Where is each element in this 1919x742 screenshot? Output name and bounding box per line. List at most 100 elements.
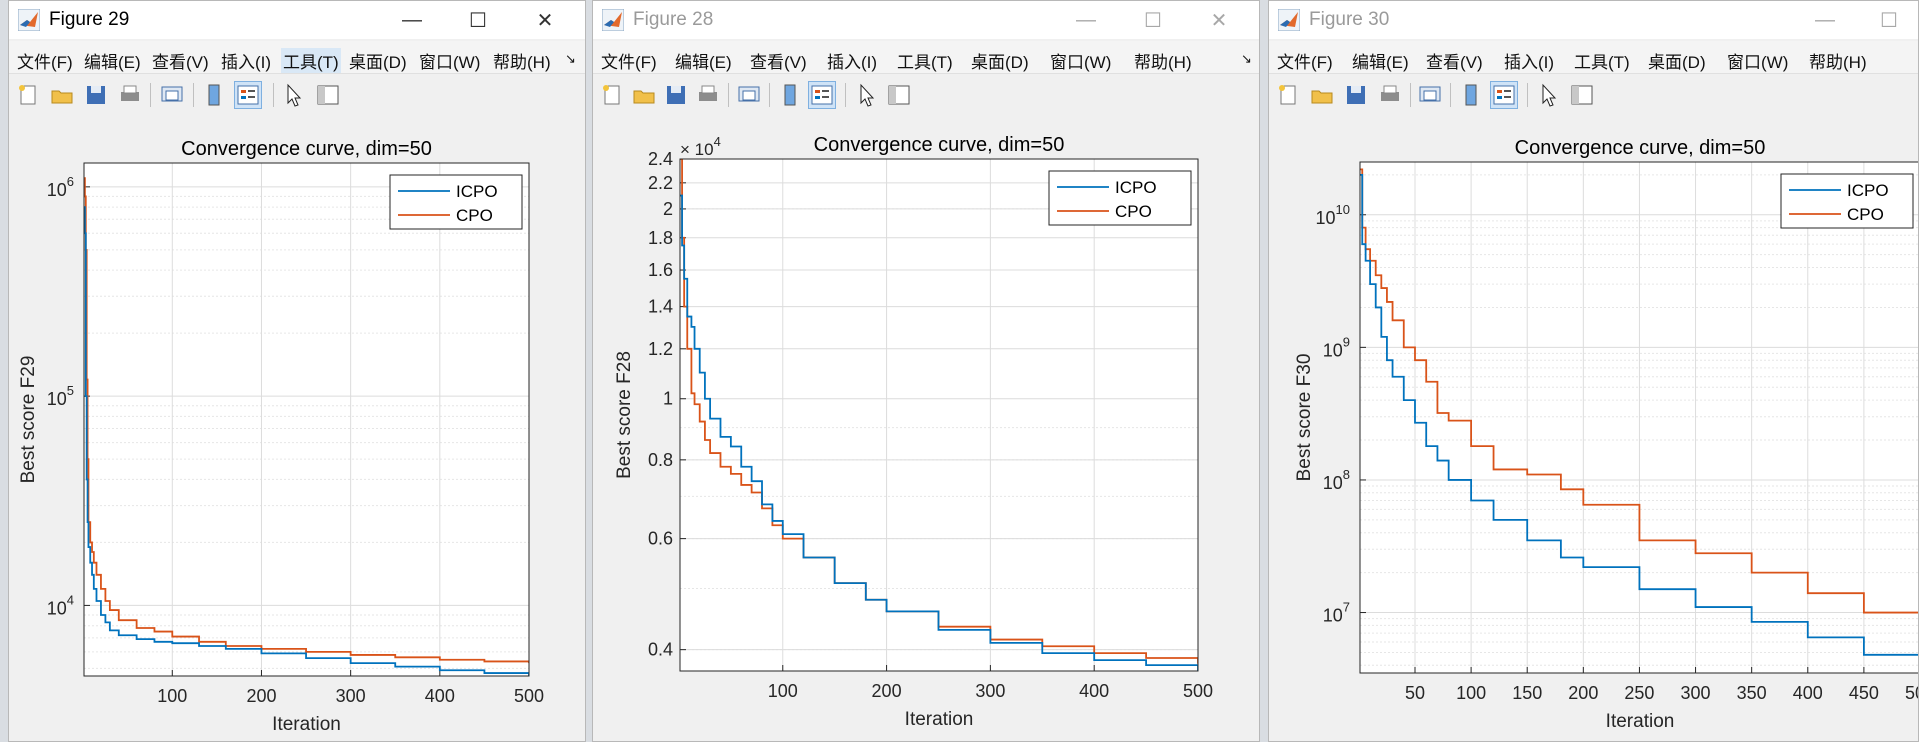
menu-help[interactable]: 帮助(H) <box>1809 53 1867 72</box>
menu-help[interactable]: 帮助(H) <box>493 53 551 72</box>
x-tick-label: 500 <box>1905 683 1919 703</box>
chart-title: Convergence curve, dim=50 <box>814 134 1065 156</box>
legend-label: CPO <box>456 206 493 225</box>
figure-canvas: 5010015020025030035040045050010101091081… <box>1269 116 1918 741</box>
colorbar-icon[interactable] <box>1458 82 1484 108</box>
property-inspector-icon[interactable] <box>886 82 912 108</box>
y-tick-label: 1.4 <box>648 297 673 317</box>
y-tick-base: 10 <box>47 389 67 409</box>
minimize-icon: — <box>402 8 422 31</box>
new-figure-icon[interactable] <box>15 82 41 108</box>
menu-file[interactable]: 文件(F) <box>1277 53 1333 72</box>
toolbar-separator <box>193 83 194 107</box>
menu-view[interactable]: 查看(V) <box>750 53 807 72</box>
maximize-button[interactable]: ☐ <box>1869 5 1909 35</box>
property-inspector-icon[interactable] <box>315 82 341 108</box>
convergence-chart[interactable]: 5010015020025030035040045050010101091081… <box>1269 116 1919 742</box>
menu-insert[interactable]: 插入(I) <box>1504 53 1555 72</box>
pointer-icon[interactable] <box>854 82 880 108</box>
title-bar[interactable]: Figure 30 — ☐ <box>1269 1 1918 39</box>
figure-29-window[interactable]: Figure 29 — ☐ ✕ 文件(F) 编辑(E) 查看(V) 插入(I) … <box>8 0 586 742</box>
new-figure-icon[interactable] <box>1275 82 1301 108</box>
menu-edit[interactable]: 编辑(E) <box>84 53 141 72</box>
menu-desktop[interactable]: 桌面(D) <box>349 53 407 72</box>
print-icon[interactable] <box>1377 82 1403 108</box>
pointer-icon[interactable] <box>281 82 307 108</box>
menu-desktop[interactable]: 桌面(D) <box>971 53 1029 72</box>
minimize-button[interactable]: — <box>392 5 432 35</box>
menu-insert[interactable]: 插入(I) <box>827 53 878 72</box>
y-tick-label: 0.6 <box>648 529 673 549</box>
menu-tools[interactable]: 工具(T) <box>281 48 341 73</box>
undock-arrow-icon[interactable]: ↘ <box>565 51 576 66</box>
colorbar-icon[interactable] <box>201 82 227 108</box>
x-tick-label: 400 <box>425 686 455 706</box>
menu-window[interactable]: 窗口(W) <box>1727 53 1789 72</box>
close-button[interactable]: ✕ <box>525 5 565 35</box>
figure-canvas: 100 200 300 400 500 2.4 2.2 2 1.8 1.6 1.4 1.2 1 0.8 0.… <box>593 116 1259 741</box>
y-tick-label: 1010 <box>1316 202 1351 228</box>
link-plot-icon[interactable] <box>1417 82 1443 108</box>
convergence-chart[interactable]: 100 200 300 400 500 2.4 2.2 2 1.8 1.6 1.4 1.2 1 0.8 0.… <box>593 116 1260 742</box>
x-tick-label: 300 <box>1681 683 1711 703</box>
menu-edit[interactable]: 编辑(E) <box>675 53 732 72</box>
open-file-icon[interactable] <box>1309 82 1335 108</box>
close-button[interactable]: ✕ <box>1199 5 1239 35</box>
x-tick-label: 400 <box>1079 681 1109 701</box>
menu-file[interactable]: 文件(F) <box>601 53 657 72</box>
link-plot-icon[interactable] <box>736 82 762 108</box>
legend-box <box>1048 170 1192 226</box>
x-tick-label: 450 <box>1849 683 1879 703</box>
property-inspector-icon[interactable] <box>1569 82 1595 108</box>
y-tick-label: 2.2 <box>648 173 673 193</box>
legend-icon[interactable] <box>1490 81 1518 109</box>
menu-window[interactable]: 窗口(W) <box>1050 53 1112 72</box>
maximize-button[interactable]: ☐ <box>458 5 498 35</box>
menu-edit[interactable]: 编辑(E) <box>1352 53 1409 72</box>
menu-view[interactable]: 查看(V) <box>1426 53 1483 72</box>
y-tick-exponent: 4 <box>67 592 74 607</box>
window-title: Figure 29 <box>49 9 130 30</box>
save-icon[interactable] <box>83 82 109 108</box>
minimize-button[interactable]: — <box>1805 5 1845 35</box>
menu-insert[interactable]: 插入(I) <box>221 53 272 72</box>
minimize-button[interactable]: — <box>1066 5 1106 35</box>
link-plot-icon[interactable] <box>159 82 185 108</box>
open-file-icon[interactable] <box>49 82 75 108</box>
series-line-icpo <box>1360 173 1918 656</box>
legend-icon[interactable] <box>234 81 262 109</box>
save-icon[interactable] <box>663 82 689 108</box>
menu-help[interactable]: 帮助(H) <box>1134 53 1192 72</box>
figure-28-window[interactable]: Figure 28 — ☐ ✕ 文件(F) 编辑(E) 查看(V) 插入(I) … <box>592 0 1260 742</box>
colorbar-icon[interactable] <box>777 82 803 108</box>
save-icon[interactable] <box>1343 82 1369 108</box>
window-title: Figure 30 <box>1309 9 1390 30</box>
print-icon[interactable] <box>117 82 143 108</box>
legend-label: CPO <box>1115 202 1152 221</box>
legend-icon[interactable] <box>808 81 836 109</box>
menu-view[interactable]: 查看(V) <box>152 53 209 72</box>
menu-bar: 文件(F) 编辑(E) 查看(V) 插入(I) 工具(T) 桌面(D) 窗口(W… <box>9 41 585 73</box>
open-file-icon[interactable] <box>631 82 657 108</box>
print-icon[interactable] <box>695 82 721 108</box>
matlab-logo-icon <box>1278 9 1300 31</box>
menu-tools[interactable]: 工具(T) <box>1574 53 1630 72</box>
y-tick-label: 1.6 <box>648 260 673 280</box>
menu-desktop[interactable]: 桌面(D) <box>1648 53 1706 72</box>
figure-30-window[interactable]: Figure 30 — ☐ 文件(F) 编辑(E) 查看(V) 插入(I) 工具… <box>1268 0 1919 742</box>
new-figure-icon[interactable] <box>599 82 625 108</box>
y-tick-base: 10 <box>1323 606 1343 626</box>
menu-file[interactable]: 文件(F) <box>17 53 73 72</box>
pointer-icon[interactable] <box>1536 82 1562 108</box>
y-tick-exponent: 10 <box>1336 202 1350 217</box>
x-tick-label: 200 <box>1568 683 1598 703</box>
menu-tools[interactable]: 工具(T) <box>897 53 953 72</box>
y-tick-label: 107 <box>1323 600 1350 626</box>
undock-arrow-icon[interactable]: ↘ <box>1241 51 1252 66</box>
matlab-logo-icon <box>602 9 624 31</box>
menu-window[interactable]: 窗口(W) <box>419 53 481 72</box>
maximize-button[interactable]: ☐ <box>1133 5 1173 35</box>
title-bar[interactable]: Figure 28 — ☐ ✕ <box>593 1 1259 39</box>
title-bar[interactable]: Figure 29 — ☐ ✕ <box>9 1 585 39</box>
